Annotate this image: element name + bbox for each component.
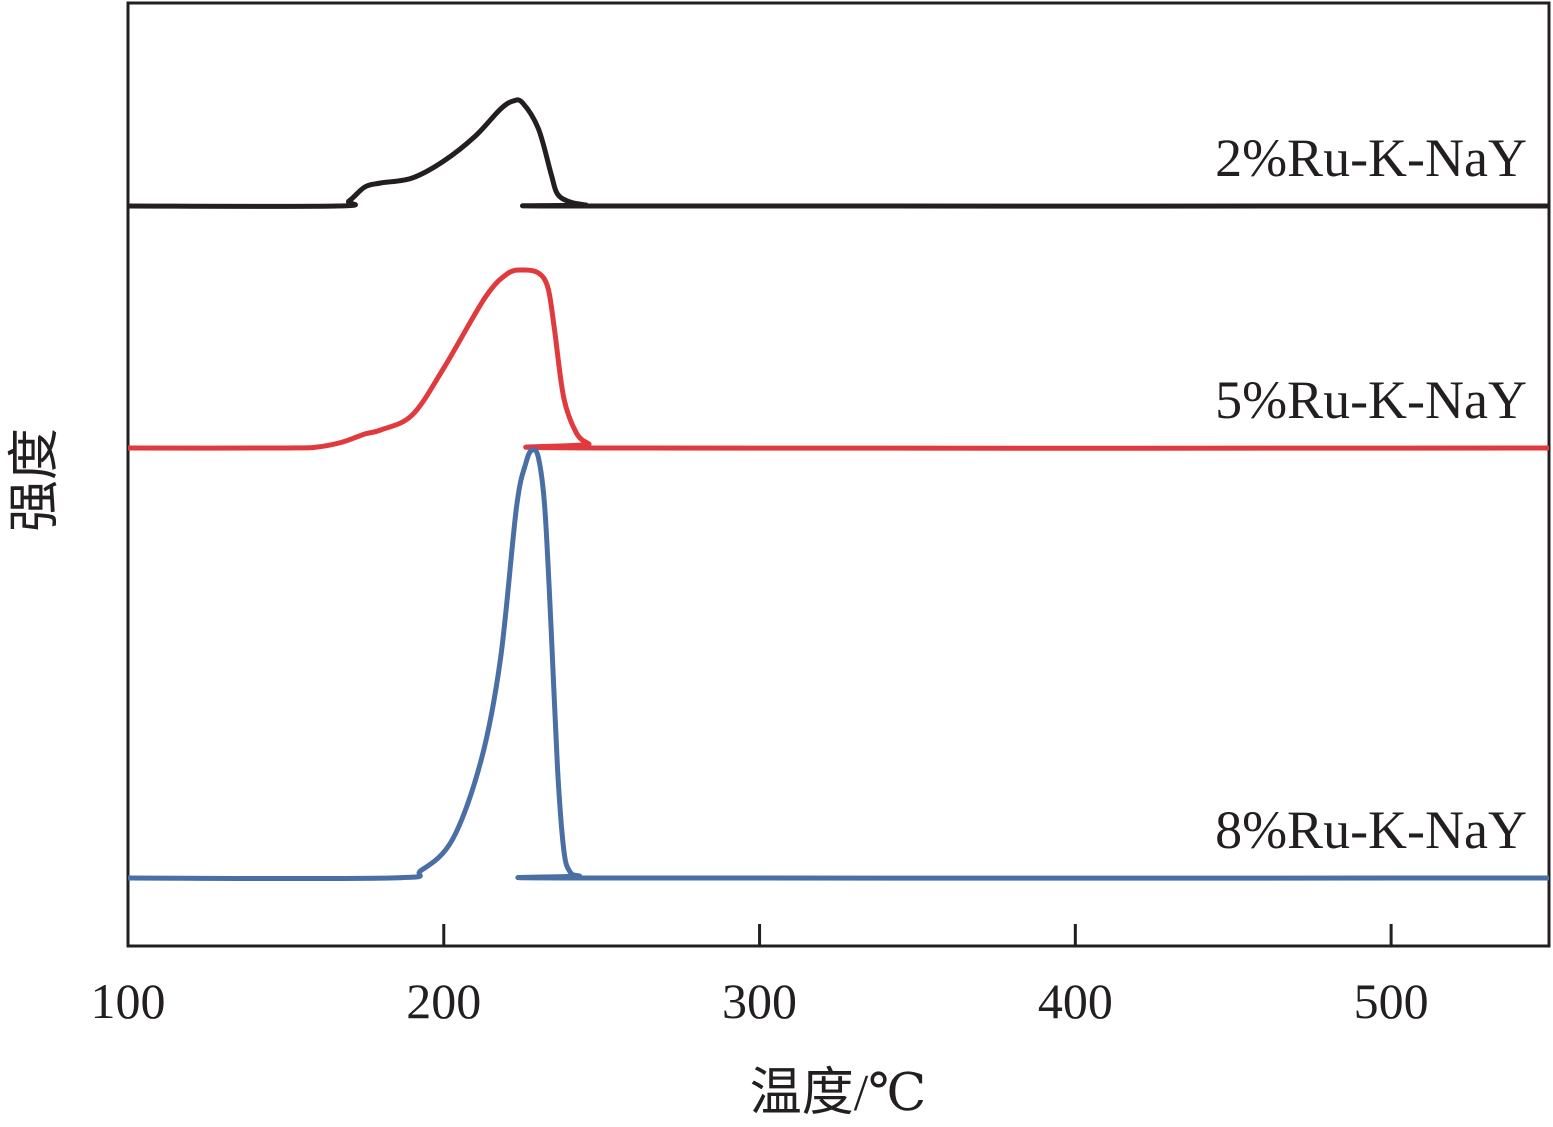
series-label-3: 8%Ru-K-NaY: [1215, 800, 1527, 860]
x-axis-title: 温度/℃: [750, 1065, 927, 1122]
x-tick-label: 100: [91, 973, 166, 1029]
x-tick-label: 500: [1354, 973, 1429, 1029]
series-line-1: [127, 97, 1550, 209]
series-curves: [127, 97, 1550, 882]
series-label-1: 2%Ru-K-NaY: [1215, 128, 1527, 188]
y-axis-title: 强度: [7, 428, 64, 532]
series-line-3: [127, 447, 1550, 882]
series-line-2: [127, 267, 1550, 451]
plot-frame: [126, 1, 1551, 948]
series-label-2: 5%Ru-K-NaY: [1215, 370, 1527, 430]
x-axis-ticks: 100 200 300 400 500: [91, 924, 1429, 1029]
x-tick-label: 400: [1038, 973, 1113, 1029]
series-labels: 2%Ru-K-NaY 5%Ru-K-NaY 8%Ru-K-NaY: [1215, 128, 1527, 860]
x-tick-label: 200: [406, 973, 481, 1029]
x-tick-label: 300: [722, 973, 797, 1029]
